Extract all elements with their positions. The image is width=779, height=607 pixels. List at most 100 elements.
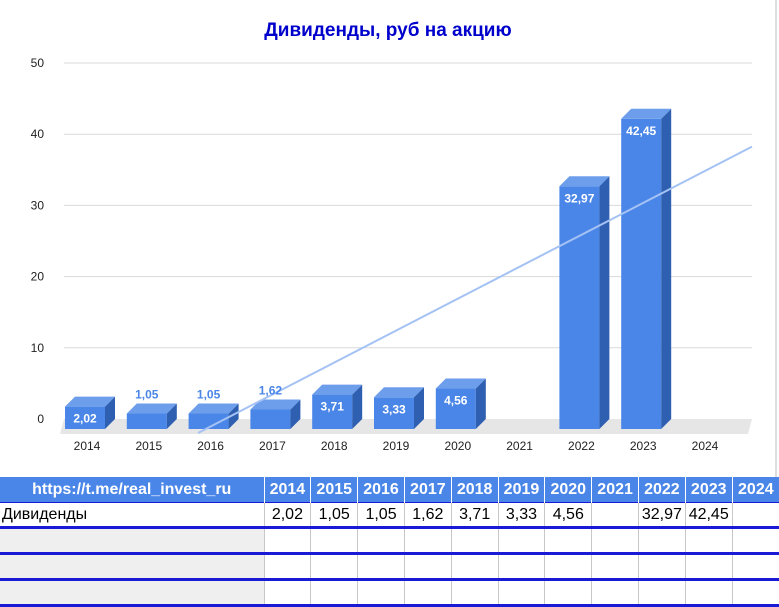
table-header-year: 2014 (263, 477, 311, 503)
table-cell (310, 527, 358, 555)
table-row (0, 553, 779, 581)
data-label: 3,33 (382, 402, 406, 416)
x-tick-label: 2023 (630, 439, 657, 453)
data-label: 32,97 (564, 191, 594, 205)
table-cell (731, 579, 779, 607)
table-cell (450, 527, 499, 555)
x-tick-label: 2015 (135, 439, 162, 453)
table-cell (263, 527, 311, 555)
table-cell: 32,97 (638, 502, 686, 529)
bar (374, 397, 414, 429)
bar-top (126, 403, 177, 414)
bar-side (290, 399, 301, 429)
x-tick-label: 2018 (321, 439, 348, 453)
table-row (0, 579, 779, 607)
table-row: Дивиденды 2,02 1,05 1,05 1,62 3,71 3,33 4,56 32,… (0, 502, 779, 529)
table-cell: 1,05 (357, 502, 405, 529)
bar-side (105, 396, 115, 429)
table-cell (450, 579, 499, 607)
data-label: 42,45 (626, 124, 656, 138)
data-label: 4,56 (444, 394, 468, 408)
data-label: 1,05 (197, 388, 221, 402)
table-cell (731, 553, 779, 581)
y-tick-label: 40 (31, 127, 45, 141)
x-tick-label: 2024 (692, 439, 719, 453)
x-tick-label: 2019 (383, 439, 410, 453)
x-tick-label: 2021 (506, 439, 533, 453)
table-header-year: 2017 (403, 477, 452, 503)
table-header-year: 2018 (450, 477, 499, 503)
table-cell (591, 527, 639, 555)
row-label (0, 579, 264, 607)
dividend-chart: Дивиденды, руб на акцию 0 10 20 30 40 50 2,02… (31, 0, 777, 477)
bar-top (188, 403, 239, 414)
bar-top (374, 387, 424, 398)
table-cell (497, 579, 545, 607)
table-cell (544, 553, 592, 581)
table-cell (591, 502, 639, 529)
telegram-link[interactable]: https://t.me/real_invest_ru (0, 477, 264, 503)
table-cell: 3,33 (497, 502, 545, 529)
bar-side (414, 387, 424, 429)
table-cell (403, 527, 452, 555)
data-labels: 2,02 1,05 1,05 1,62 3,71 3,33 4,56 32,97 42,45 (73, 124, 656, 426)
bar-top (559, 176, 610, 187)
table-cell: 4,56 (544, 502, 592, 529)
bar-top (250, 399, 301, 410)
bar (188, 413, 229, 429)
bar (65, 406, 105, 429)
bar (559, 186, 600, 429)
table-header-year: 2020 (544, 477, 592, 503)
table-cell (684, 527, 733, 555)
table-cell (403, 553, 452, 581)
bar (621, 118, 662, 430)
table-row (0, 527, 779, 555)
table-cell (638, 553, 686, 581)
table-cell (544, 527, 592, 555)
table-header-row: https://t.me/real_invest_ru 2014 2015 2016 2… (0, 477, 779, 503)
x-tick-label: 2016 (197, 439, 224, 453)
bar-series (65, 108, 672, 430)
bar-top (435, 378, 486, 389)
table-cell (497, 553, 545, 581)
row-label: Дивиденды (0, 502, 264, 529)
table-cell (357, 553, 405, 581)
table-header-year: 2015 (310, 477, 358, 503)
table-cell: 3,71 (450, 502, 499, 529)
y-tick-label: 30 (31, 198, 45, 212)
bar-side (166, 403, 177, 429)
table-cell (357, 579, 405, 607)
table-header-year: 2016 (357, 477, 405, 503)
table-cell (684, 579, 733, 607)
y-tick-label: 0 (37, 412, 44, 426)
table-header-year: 2024 (731, 477, 779, 503)
table-cell (731, 527, 779, 555)
x-tick-label: 2022 (568, 439, 595, 453)
table-cell: 1,05 (310, 502, 358, 529)
table-cell (450, 553, 499, 581)
y-tick-label: 50 (31, 56, 45, 70)
table-cell (310, 579, 358, 607)
table-header-year: 2023 (684, 477, 733, 503)
bar-side (661, 108, 672, 430)
table-cell (263, 553, 311, 581)
data-label: 3,71 (321, 400, 345, 414)
x-tick-label: 2014 (74, 439, 101, 453)
table-header-year: 2022 (638, 477, 686, 503)
table-header-year: 2021 (591, 477, 639, 503)
bar-side (228, 403, 239, 429)
bar-side (475, 378, 486, 429)
row-label (0, 527, 264, 555)
x-tick-label: 2020 (444, 439, 471, 453)
row-label (0, 553, 264, 581)
table-cell (591, 579, 639, 607)
table-cell (310, 553, 358, 581)
data-label: 1,62 (259, 383, 283, 397)
y-tick-label: 10 (31, 341, 45, 355)
table-cell (544, 579, 592, 607)
table-cell (684, 553, 733, 581)
table-cell (263, 579, 311, 607)
table-cell (591, 553, 639, 581)
bar (250, 409, 291, 429)
table-cell (638, 527, 686, 555)
